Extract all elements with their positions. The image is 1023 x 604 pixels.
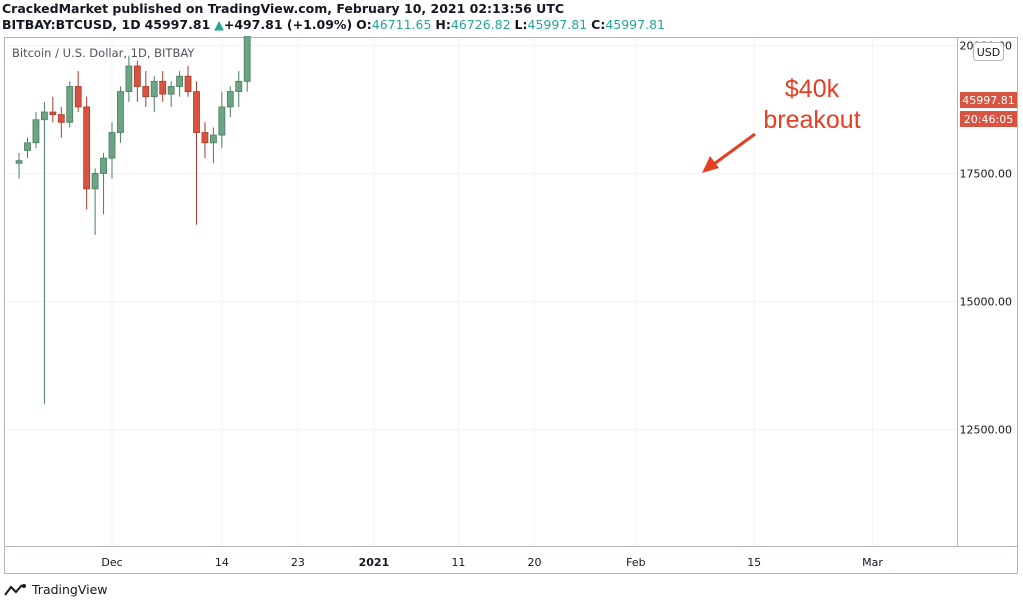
candle-body — [108, 132, 116, 159]
candle-body — [235, 80, 243, 92]
low-label: L: — [514, 17, 528, 32]
symbol-ohlc-line: BITBAY:BTCUSD, 1D 45997.81 ▲+497.81 (+1.… — [2, 17, 665, 32]
breakout-annotation: $40k breakout — [760, 74, 864, 136]
candle-body — [209, 134, 217, 144]
candle-body — [100, 157, 107, 174]
candle-body — [32, 119, 40, 144]
candle-body — [167, 86, 175, 95]
close-label: C: — [591, 17, 606, 32]
annotation-line1: $40k — [784, 75, 840, 103]
countdown-tag-label: 20:46:05 — [964, 113, 1013, 126]
date-tick-label: 23 — [291, 556, 305, 569]
price-tag: 45997.81 — [960, 92, 1017, 108]
date-tick-label: 20 — [528, 556, 542, 569]
candle-body — [125, 65, 133, 92]
candle-body — [57, 114, 65, 123]
candle-body — [226, 91, 234, 108]
time-axis[interactable]: Dec 14 23 2021 11 20 Feb 15 Mar — [101, 556, 883, 569]
open-label: O: — [356, 17, 372, 32]
annotation-line2: breakout — [763, 106, 861, 134]
open-value: 46711.65 — [371, 17, 432, 32]
candle-body — [193, 91, 200, 133]
change-arrow-icon: ▲ — [214, 17, 224, 32]
publisher-text: CrackedMarket published on TradingView.c… — [2, 1, 565, 16]
high-label: H: — [435, 17, 451, 32]
countdown-tag: 20:46:05 — [960, 111, 1017, 127]
candle-body — [41, 111, 48, 121]
candle-body — [91, 173, 99, 190]
high-value: 46726.82 — [450, 17, 511, 32]
candle-body — [218, 106, 226, 136]
annotation-arrow — [702, 132, 756, 173]
candle-body — [184, 75, 192, 92]
candle-body — [201, 132, 209, 144]
change-value: +497.81 (+1.09%) — [223, 17, 353, 32]
candle-body — [142, 86, 150, 98]
close-value: 45997.81 — [605, 17, 665, 32]
price-tick-label: 12500.00 — [960, 424, 1013, 437]
tradingview-footer[interactable]: TradingView — [4, 582, 108, 597]
candle-body — [74, 86, 82, 108]
chart-frame — [4, 37, 1018, 574]
date-tick-label: 2021 — [359, 556, 390, 569]
candle-body — [243, 36, 251, 82]
date-tick-label: 15 — [747, 556, 761, 569]
publisher-line: CrackedMarket published on TradingView.c… — [2, 1, 564, 16]
price-chart[interactable]: 12500.0015000.0017500.0020000.0022500.00… — [0, 36, 1023, 580]
candles — [15, 36, 251, 404]
candle-body — [117, 91, 124, 133]
date-tick-label: Feb — [626, 556, 645, 569]
candle-body — [49, 111, 57, 116]
date-tick-label: 14 — [215, 556, 229, 569]
price-tick-label: 15000.00 — [960, 296, 1013, 309]
candle-body — [24, 142, 31, 151]
last-price-value: 45997.81 — [144, 17, 211, 32]
candle-body — [150, 80, 158, 98]
symbol-label: BITBAY:BTCUSD, 1D — [2, 17, 141, 32]
date-tick-label: 11 — [451, 556, 465, 569]
low-value: 45997.81 — [527, 17, 588, 32]
footer-brand: TradingView — [32, 582, 108, 597]
price-tick-label: 17500.00 — [960, 168, 1013, 181]
tradingview-logo-icon — [4, 583, 26, 596]
candle-body — [15, 160, 23, 164]
currency-label: USD — [977, 46, 1001, 59]
price-tag-label: 45997.81 — [962, 94, 1015, 107]
candle-body — [176, 75, 184, 87]
candle-body — [159, 80, 167, 95]
candle-body — [83, 106, 91, 190]
chart-title: Bitcoin / U.S. Dollar, 1D, BITBAY — [12, 46, 195, 60]
candle-body — [133, 65, 141, 87]
candle-body — [66, 86, 74, 123]
currency-button[interactable]: USD — [973, 42, 1004, 61]
date-tick-label: Mar — [862, 556, 883, 569]
date-tick-label: Dec — [101, 556, 122, 569]
